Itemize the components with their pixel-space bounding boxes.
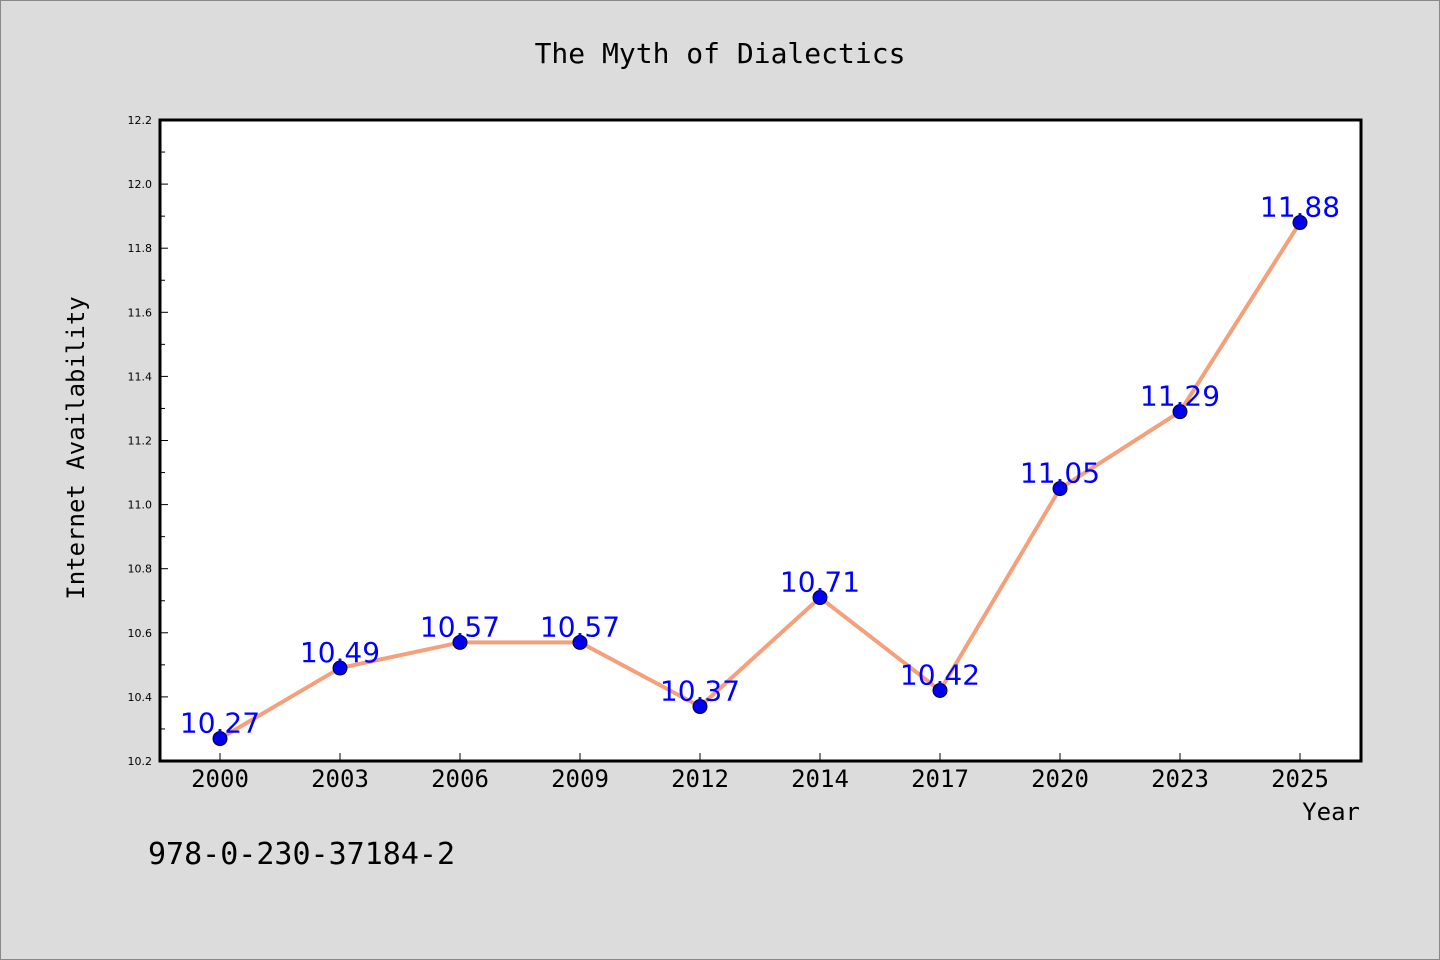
- data-label: 11.29: [1140, 380, 1220, 413]
- data-point: [1292, 215, 1308, 231]
- y-tick-label: 10.2: [128, 755, 153, 768]
- data-label: 11.05: [1020, 457, 1100, 490]
- y-tick-label: 11.4: [128, 370, 153, 383]
- y-axis-ticks: 10.2 10.4 10.6 10.8 11.0 11.2 11.4 11.6 11.8 12.0…: [128, 114, 168, 768]
- y-tick-label: 12.0: [128, 178, 153, 191]
- x-tick-label: 2006: [431, 765, 489, 793]
- x-axis-label: Year: [1302, 798, 1360, 826]
- y-tick-label: 11.8: [128, 242, 153, 255]
- data-label: 10.42: [900, 658, 980, 691]
- data-label: 10.49: [300, 636, 380, 669]
- data-point: [572, 634, 588, 650]
- series-line: [218, 221, 1302, 741]
- y-tick-label: 10.8: [128, 563, 153, 576]
- x-tick-label: 2025: [1271, 765, 1329, 793]
- x-tick-label: 2003: [311, 765, 369, 793]
- data-point: [212, 731, 228, 747]
- x-tick-label: 2017: [911, 765, 969, 793]
- data-point: [452, 634, 468, 650]
- series-group: 10.27 10.49 10.57 10.57 10.37 10.71 10.42 11.05…: [180, 191, 1340, 747]
- y-tick-label: 11.0: [128, 499, 153, 512]
- x-axis-ticks: 2000 2003 2006 2009 2012 2014 2017 2020 2023 2025: [191, 753, 1329, 793]
- data-point: [932, 682, 948, 698]
- y-tick-label: 10.4: [128, 691, 153, 704]
- x-tick-label: 2020: [1031, 765, 1089, 793]
- y-tick-label: 11.2: [128, 435, 153, 448]
- data-label: 11.88: [1260, 191, 1340, 224]
- x-tick-label: 2009: [551, 765, 609, 793]
- data-label: 10.57: [540, 610, 620, 643]
- data-label: 10.71: [780, 566, 860, 599]
- x-tick-label: 2000: [191, 765, 249, 793]
- x-tick-label: 2012: [671, 765, 729, 793]
- y-tick-label: 12.2: [128, 114, 153, 127]
- data-label: 10.37: [660, 675, 740, 708]
- data-point: [692, 699, 708, 715]
- x-tick-label: 2023: [1151, 765, 1209, 793]
- data-label: 10.27: [180, 707, 260, 740]
- data-point: [812, 590, 828, 606]
- isbn-annotation: 978-0-230-37184-2: [148, 837, 455, 872]
- data-point: [1172, 404, 1188, 420]
- x-tick-label: 2014: [791, 765, 849, 793]
- data-label: 10.57: [420, 610, 500, 643]
- data-point: [1052, 481, 1068, 497]
- y-axis-label: Internet Availability: [62, 296, 90, 599]
- y-tick-label: 11.6: [128, 306, 153, 319]
- data-point: [332, 660, 348, 676]
- y-tick-label: 10.6: [128, 627, 153, 640]
- chart-title: The Myth of Dialectics: [535, 37, 906, 70]
